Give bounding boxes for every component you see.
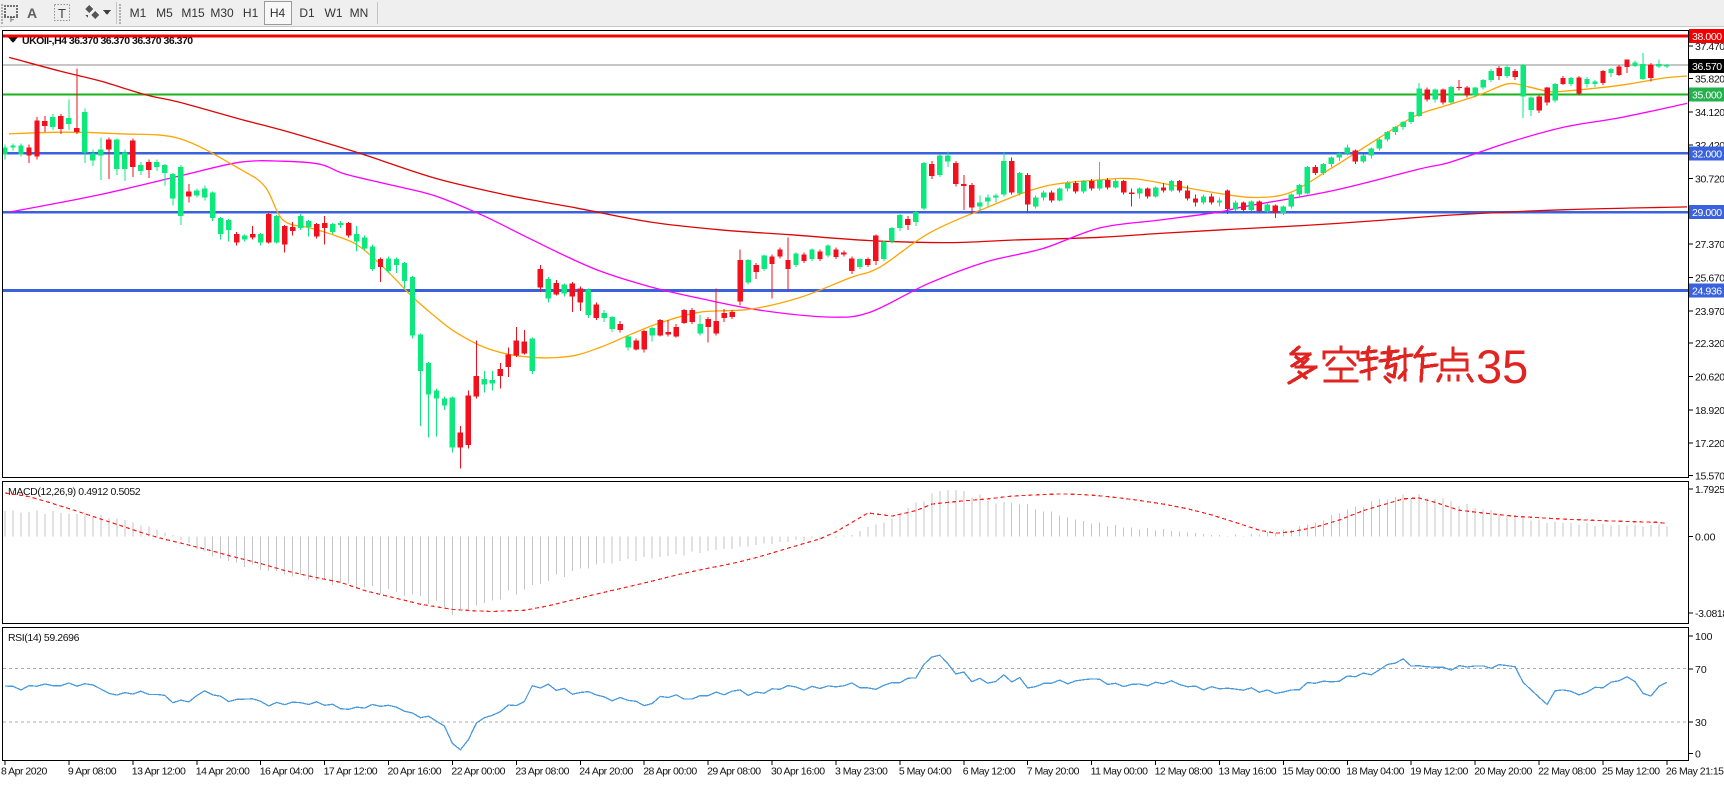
svg-text:22.320: 22.320 [1695, 338, 1724, 350]
svg-text:20 Apr 16:00: 20 Apr 16:00 [388, 766, 442, 778]
svg-text:0: 0 [1695, 749, 1701, 761]
svg-text:1.7925: 1.7925 [1695, 484, 1724, 496]
svg-text:36.570: 36.570 [1692, 61, 1722, 73]
svg-text:M1: M1 [130, 6, 147, 20]
svg-text:17 Apr 12:00: 17 Apr 12:00 [324, 766, 378, 778]
svg-text:29 Apr 08:00: 29 Apr 08:00 [707, 766, 761, 778]
svg-text:-3.0818: -3.0818 [1695, 608, 1724, 620]
svg-text:8 Apr 2020: 8 Apr 2020 [1, 766, 47, 778]
svg-text:70: 70 [1695, 664, 1707, 676]
svg-text:15.570: 15.570 [1695, 470, 1724, 482]
svg-text:100: 100 [1695, 631, 1713, 643]
svg-text:38.000: 38.000 [1692, 31, 1722, 43]
svg-text:F: F [10, 17, 14, 24]
svg-text:RSI(14) 59.2696: RSI(14) 59.2696 [8, 632, 80, 644]
svg-text:37.470: 37.470 [1695, 41, 1724, 53]
svg-text:M15: M15 [181, 6, 205, 20]
svg-text:14 Apr 20:00: 14 Apr 20:00 [196, 766, 250, 778]
svg-text:32.000: 32.000 [1692, 148, 1722, 160]
svg-text:25.670: 25.670 [1695, 273, 1724, 285]
svg-text:18.920: 18.920 [1695, 405, 1724, 417]
svg-text:12 May 08:00: 12 May 08:00 [1155, 766, 1213, 778]
svg-text:23.970: 23.970 [1695, 306, 1724, 318]
svg-text:18 May 04:00: 18 May 04:00 [1346, 766, 1404, 778]
svg-text:23 Apr 08:00: 23 Apr 08:00 [515, 766, 569, 778]
svg-text:24.936: 24.936 [1692, 286, 1722, 298]
svg-text:15 May 00:00: 15 May 00:00 [1282, 766, 1340, 778]
svg-text:H1: H1 [243, 6, 259, 20]
svg-text:UKOIl-,H4 36.370 36.370 36.37: UKOIl-,H4 36.370 36.370 36.370 36.370 [22, 35, 193, 47]
svg-text:28 Apr 00:00: 28 Apr 00:00 [643, 766, 697, 778]
svg-text:0.00: 0.00 [1695, 532, 1716, 544]
svg-text:M5: M5 [156, 6, 173, 20]
svg-text:30.720: 30.720 [1695, 174, 1724, 186]
svg-text:5 May 04:00: 5 May 04:00 [899, 766, 952, 778]
svg-text:30: 30 [1695, 717, 1707, 729]
svg-text:11 May 00:00: 11 May 00:00 [1091, 766, 1149, 778]
svg-text:M30: M30 [210, 6, 234, 20]
svg-text:7 May 20:00: 7 May 20:00 [1027, 766, 1080, 778]
svg-text:35.000: 35.000 [1692, 90, 1722, 102]
svg-text:9 Apr 08:00: 9 Apr 08:00 [68, 766, 117, 778]
svg-text:30 Apr 16:00: 30 Apr 16:00 [771, 766, 825, 778]
svg-text:MACD(12,26,9) 0.4912 0.5052: MACD(12,26,9) 0.4912 0.5052 [8, 486, 141, 498]
svg-text:27.370: 27.370 [1695, 239, 1724, 251]
svg-text:A: A [27, 5, 37, 21]
svg-text:MN: MN [350, 6, 369, 20]
svg-text:H4: H4 [270, 6, 286, 20]
svg-text:22 May 08:00: 22 May 08:00 [1538, 766, 1596, 778]
svg-text:34.120: 34.120 [1695, 107, 1724, 119]
svg-text:35: 35 [1476, 340, 1528, 393]
svg-text:W1: W1 [325, 6, 343, 20]
svg-text:20 May 20:00: 20 May 20:00 [1474, 766, 1532, 778]
svg-text:D1: D1 [299, 6, 315, 20]
svg-text:6 May 12:00: 6 May 12:00 [963, 766, 1016, 778]
svg-text:16 Apr 04:00: 16 Apr 04:00 [260, 766, 314, 778]
svg-text:13 Apr 12:00: 13 Apr 12:00 [132, 766, 186, 778]
svg-text:26 May 21:15: 26 May 21:15 [1666, 766, 1724, 778]
svg-text:35.820: 35.820 [1695, 74, 1724, 86]
svg-text:3 May 23:00: 3 May 23:00 [835, 766, 888, 778]
svg-text:22 Apr 00:00: 22 Apr 00:00 [451, 766, 505, 778]
svg-text:25 May 12:00: 25 May 12:00 [1602, 766, 1660, 778]
svg-text:20.620: 20.620 [1695, 371, 1724, 383]
svg-text:T: T [58, 6, 66, 21]
svg-text:29.000: 29.000 [1692, 207, 1722, 219]
svg-text:19 May 12:00: 19 May 12:00 [1410, 766, 1468, 778]
svg-text:24 Apr 20:00: 24 Apr 20:00 [579, 766, 633, 778]
svg-text:17.220: 17.220 [1695, 438, 1724, 450]
svg-text:13 May 16:00: 13 May 16:00 [1219, 766, 1277, 778]
